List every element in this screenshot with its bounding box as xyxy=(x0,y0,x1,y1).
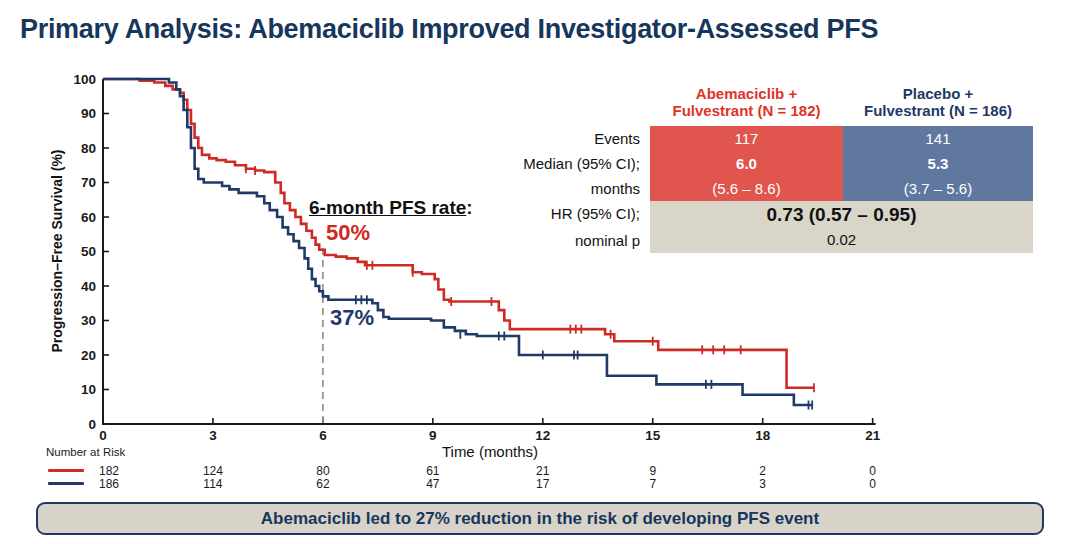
slide: Primary Analysis: Abemaciclib Improved I… xyxy=(0,0,1080,544)
risk-count: 9 xyxy=(649,464,656,478)
x-tick-label: 21 xyxy=(865,428,881,443)
row-label-nominal-p: nominal p xyxy=(500,228,650,253)
conclusion-banner: Abemaciclib led to 27% reduction in the … xyxy=(36,502,1044,535)
risk-count: 0 xyxy=(869,464,876,478)
row-label-events: Events xyxy=(500,126,650,151)
risk-count: 0 xyxy=(869,477,876,491)
risk-count: 17 xyxy=(536,477,549,491)
x-tick-label: 15 xyxy=(645,428,661,443)
six-month-pfs-colon: : xyxy=(466,197,472,218)
y-tick-label: 50 xyxy=(81,244,96,259)
row-label-hr: HR (95% CI); xyxy=(500,201,650,228)
y-tick-label: 70 xyxy=(81,175,96,190)
x-tick-label: 9 xyxy=(429,428,437,443)
y-tick-label: 40 xyxy=(81,279,96,294)
risk-count: 7 xyxy=(649,477,656,491)
number-at-risk-label: Number at Risk xyxy=(46,446,125,458)
abemaciclib-legend-line xyxy=(48,469,84,472)
y-tick-label: 30 xyxy=(81,313,96,328)
results-header-spacer xyxy=(500,85,650,126)
y-axis-label: Progression–Free Survival (%) xyxy=(49,149,65,352)
y-tick-label: 0 xyxy=(88,417,96,432)
nominal-p-value: 0.02 xyxy=(650,228,1033,253)
risk-count: 61 xyxy=(426,464,439,478)
x-tick-label: 0 xyxy=(99,428,107,443)
abemaciclib-6mo-rate: 50% xyxy=(326,220,370,246)
row-label-months: months xyxy=(500,176,650,201)
risk-count: 62 xyxy=(316,477,329,491)
results-header-placebo: Placebo + Fulvestrant (N = 186) xyxy=(843,85,1033,126)
y-tick-label: 20 xyxy=(81,348,96,363)
y-tick-label: 100 xyxy=(73,72,96,87)
abemaciclib-median-ci: (5.6 – 8.6) xyxy=(650,176,843,201)
risk-count: 21 xyxy=(536,464,549,478)
placebo-median-ci: (3.7 – 5.6) xyxy=(843,176,1033,201)
risk-count: 182 xyxy=(99,464,119,478)
x-axis-label: Time (months) xyxy=(400,443,580,460)
placebo-events: 141 xyxy=(843,126,1033,151)
six-month-pfs-label: 6-month PFS rate xyxy=(309,197,466,218)
hazard-ratio-value: 0.73 (0.57 – 0.95) xyxy=(650,201,1033,228)
y-tick-label: 80 xyxy=(81,141,96,156)
y-tick-label: 60 xyxy=(81,210,96,225)
x-tick-label: 6 xyxy=(319,428,327,443)
x-tick-label: 12 xyxy=(535,428,550,443)
risk-count: 124 xyxy=(203,464,223,478)
risk-count: 114 xyxy=(203,477,222,491)
placebo-legend-line xyxy=(48,482,84,485)
abemaciclib-median: 6.0 xyxy=(650,151,843,176)
y-tick-label: 90 xyxy=(81,106,96,121)
risk-count: 47 xyxy=(426,477,439,491)
placebo-6mo-rate: 37% xyxy=(330,305,374,331)
results-header-abemaciclib: Abemaciclib + Fulvestrant (N = 182) xyxy=(650,85,843,126)
abemaciclib-events: 117 xyxy=(650,126,843,151)
row-label-median: Median (95% CI); xyxy=(500,151,650,176)
placebo-median: 5.3 xyxy=(843,151,1033,176)
six-month-pfs-annotation: 6-month PFS rate: xyxy=(309,197,473,219)
risk-count: 80 xyxy=(316,464,329,478)
risk-count: 3 xyxy=(759,477,766,491)
risk-count: 2 xyxy=(759,464,766,478)
risk-count: 186 xyxy=(99,477,119,491)
y-tick-label: 10 xyxy=(81,382,96,397)
x-tick-label: 3 xyxy=(209,428,217,443)
x-tick-label: 18 xyxy=(755,428,771,443)
km-plot-canvas: 0369121518210102030405060708090100 xyxy=(0,0,1080,544)
results-table: Abemaciclib + Fulvestrant (N = 182) Plac… xyxy=(500,85,1033,253)
